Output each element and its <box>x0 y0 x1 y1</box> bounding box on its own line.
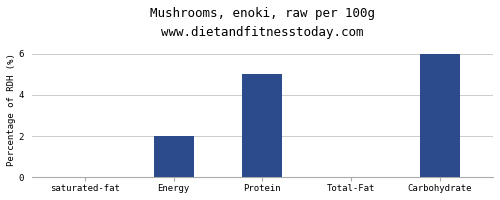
Title: Mushrooms, enoki, raw per 100g
www.dietandfitnesstoday.com: Mushrooms, enoki, raw per 100g www.dieta… <box>150 7 375 39</box>
Bar <box>242 74 282 177</box>
Bar <box>420 54 460 177</box>
Bar <box>154 136 194 177</box>
Y-axis label: Percentage of RDH (%): Percentage of RDH (%) <box>7 53 16 166</box>
